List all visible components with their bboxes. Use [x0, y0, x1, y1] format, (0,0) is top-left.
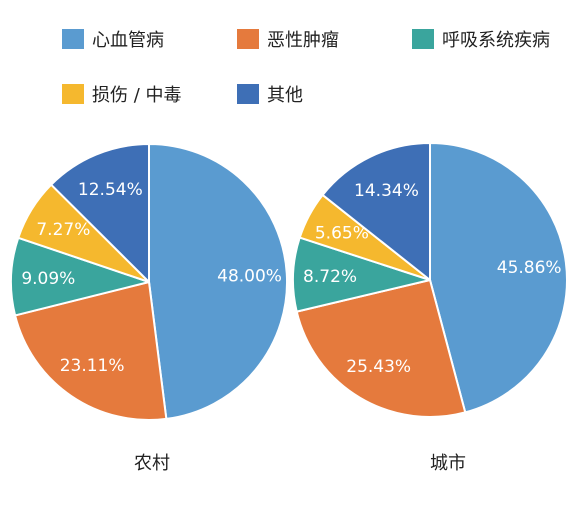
legend-label: 心血管病: [92, 30, 164, 51]
slice-data-label: 14.34%: [354, 181, 419, 201]
legend-label: 损伤 / 中毒: [92, 85, 182, 106]
slice-data-label: 45.86%: [497, 258, 562, 278]
legend-swatch: [237, 84, 259, 104]
slice-data-label: 5.65%: [315, 224, 369, 244]
slice-data-label: 48.00%: [217, 267, 282, 287]
pie-slice: [429, 142, 568, 414]
legend-item: 损伤 / 中毒: [62, 84, 182, 106]
legend-swatch: [62, 84, 84, 104]
slice-data-label: 23.11%: [60, 356, 125, 376]
legend-item: 其他: [237, 84, 303, 106]
pie-slice: [148, 143, 288, 420]
slice-data-label: 8.72%: [303, 267, 357, 287]
legend-label: 恶性肿瘤: [267, 30, 339, 51]
legend-item: 心血管病: [62, 29, 164, 51]
pie-chart: 45.86% 25.43% 8.72% 5.65% 14.34% 城市: [292, 142, 568, 474]
pie-chart: 48.00% 23.11% 9.09% 7.27% 12.54% 农村: [10, 143, 288, 474]
legend-item: 恶性肿瘤: [237, 29, 339, 51]
slice-data-label: 7.27%: [36, 220, 90, 240]
pie-slice: [14, 281, 168, 421]
legend-label: 呼吸系统疾病: [442, 30, 550, 51]
pie-slice: [10, 236, 150, 317]
legend-swatch: [62, 29, 84, 49]
pie-slice: [321, 142, 431, 281]
pie-slice: [295, 279, 467, 418]
legend-label: 其他: [267, 85, 303, 106]
pie-caption: 农村: [134, 453, 170, 474]
slice-data-label: 9.09%: [21, 269, 75, 289]
pie-caption: 城市: [430, 453, 466, 474]
legend-item: 呼吸系统疾病: [412, 29, 550, 51]
slice-data-label: 25.43%: [346, 357, 411, 377]
slice-data-label: 12.54%: [78, 180, 143, 200]
legend-swatch: [412, 29, 434, 49]
legend-swatch: [237, 29, 259, 49]
pie-slice: [50, 143, 150, 283]
